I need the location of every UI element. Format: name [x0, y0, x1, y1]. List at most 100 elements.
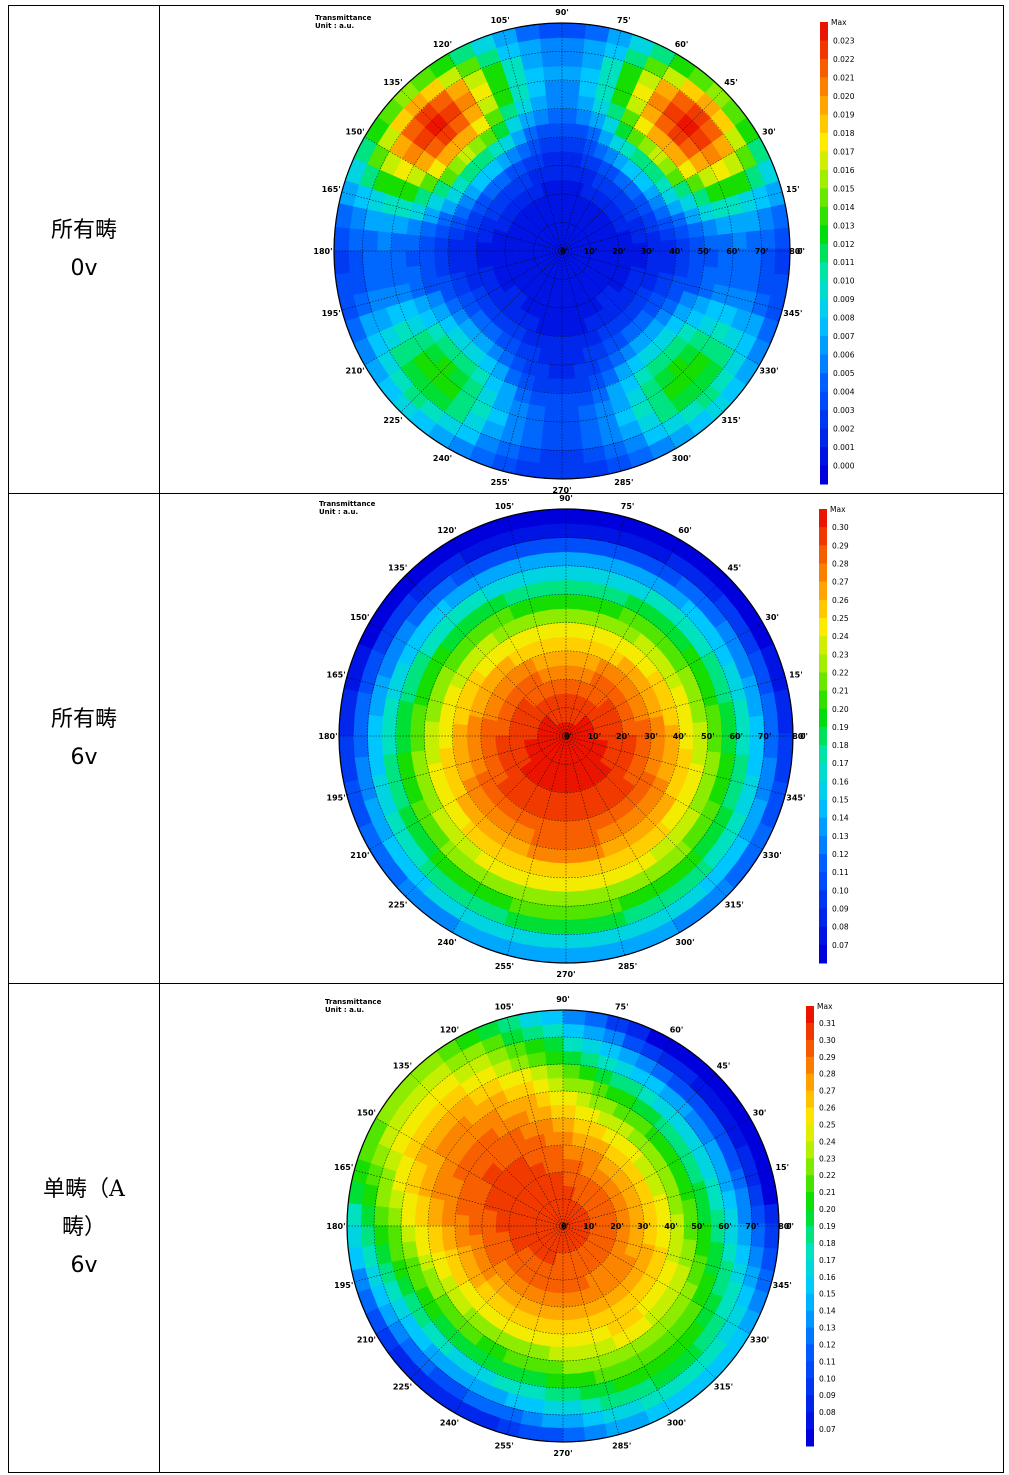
colorbar-segment	[820, 317, 828, 337]
colorbar-tick-label: 0.20	[819, 1205, 836, 1214]
colorbar-max-label: Max	[817, 1002, 833, 1011]
polar-spoke	[447, 250, 563, 449]
radial-label: 60'	[729, 732, 743, 741]
colorbar-segment	[806, 1056, 814, 1075]
heatmap-cell	[494, 728, 510, 738]
colorbar-segment	[819, 781, 827, 801]
heatmap-cell	[555, 1279, 565, 1294]
azimuth-label: 225'	[388, 900, 407, 909]
heatmap-cell	[552, 1306, 565, 1321]
azimuth-label: 180'	[313, 247, 332, 256]
colorbar-segment	[820, 428, 828, 448]
colorbar-segment	[820, 95, 828, 115]
heatmap-cell	[542, 420, 565, 437]
colorbar-tick-label: 0.023	[833, 36, 855, 45]
heatmap-cell	[554, 1292, 565, 1308]
colorbar-tick-label: 0.20	[832, 705, 849, 714]
colorbar-tick-label: 0.07	[832, 941, 849, 950]
heatmap-cell	[539, 449, 565, 466]
colorbar-tick-label: 0.28	[832, 559, 849, 568]
heatmap-cell	[561, 1158, 571, 1173]
colorbar-tick-label: 0.13	[819, 1324, 836, 1333]
heatmap-cell	[777, 733, 793, 761]
azimuth-label: 285'	[618, 962, 637, 971]
radial-label: 70'	[755, 247, 769, 256]
colorbar-segment	[819, 654, 827, 673]
colorbar-tick-label: 0.09	[832, 905, 849, 914]
colorbar-tick-label: 0.19	[832, 723, 849, 732]
azimuth-label: 135'	[388, 564, 407, 573]
colorbar-segment	[806, 1378, 814, 1396]
colorbar-tick-label: 0.013	[833, 221, 855, 230]
table-row: 所有畴 6v Transmittance Unit : a.u. 0' 15' 30' 4…	[8, 493, 1004, 984]
heatmap-cell	[339, 711, 355, 739]
colorbar-tick-label: 0.003	[833, 406, 855, 415]
colorbar-segment	[820, 169, 828, 189]
polar-spoke	[561, 89, 724, 252]
heatmap-cell	[508, 729, 525, 737]
heatmap-cell	[555, 820, 568, 836]
azimuth-label: 75'	[615, 1003, 629, 1012]
colorbar-segment	[819, 527, 827, 546]
heatmap-cell	[347, 1225, 363, 1252]
colorbar-tick-label: 0.002	[833, 425, 855, 434]
heatmap-cell	[395, 717, 412, 739]
heatmap-cell	[541, 947, 569, 963]
heatmap-cell	[559, 65, 582, 82]
table-row: 所有畴 0v Transmittance Unit : a.u. 0' 15' 30' 4…	[8, 5, 1004, 494]
azimuth-label: 15'	[775, 1163, 789, 1172]
colorbar-segment	[819, 799, 827, 819]
colorbar-segment	[820, 243, 828, 263]
heatmap-cell	[551, 1319, 565, 1335]
colorbar-segment	[820, 336, 828, 356]
heatmap-cell	[560, 122, 576, 138]
colorbar-tick-label: 0.07	[819, 1425, 836, 1434]
heatmap-cell	[544, 1386, 566, 1402]
colorbar-segment	[806, 1344, 814, 1362]
heatmap-cell	[495, 1218, 510, 1228]
heatmap-cell	[560, 1063, 581, 1079]
azimuth-label: 135'	[383, 78, 402, 87]
colorbar-tick-label: 0.29	[819, 1053, 836, 1062]
polar-spoke	[502, 30, 563, 252]
heatmap-cell	[562, 1426, 589, 1442]
heatmap-cell	[564, 664, 574, 680]
azimuth-label: 300'	[667, 1419, 686, 1428]
colorbar-tick-label: 0.22	[832, 668, 849, 677]
colorbar-tick-label: 0.006	[833, 351, 855, 360]
colorbar-tick-label: 0.019	[833, 110, 855, 119]
colorbar-tick-label: 0.09	[819, 1391, 836, 1400]
azimuth-label: 30'	[762, 128, 776, 137]
colorbar-segment	[820, 280, 828, 300]
row-label-line2: 6v	[70, 744, 98, 770]
colorbar-tick-label: 0.15	[819, 1290, 836, 1299]
chart-unit: Unit : a.u.	[315, 22, 354, 30]
colorbar-tick-label: 0.004	[833, 388, 855, 397]
comparison-table: 所有畴 0v Transmittance Unit : a.u. 0' 15' 30' 4…	[8, 5, 1004, 1473]
colorbar-segment	[820, 77, 828, 97]
colorbar-segment	[819, 636, 827, 655]
radial-label: 20'	[616, 732, 630, 741]
colorbar-tick-label: 0.21	[832, 687, 849, 696]
azimuth-label: 0'	[797, 247, 805, 256]
colorbar-max-label: Max	[830, 505, 846, 514]
plot-cell: Transmittance Unit : a.u. 0' 15' 30' 45' 60' 75…	[159, 983, 1004, 1473]
heatmap-cell	[549, 876, 568, 893]
heatmap-cell	[414, 1210, 430, 1228]
row-label-line2: 畴）	[61, 1215, 106, 1240]
heatmap-cell	[452, 723, 468, 738]
chart-title: Transmittance	[319, 500, 376, 508]
azimuth-label: 270'	[556, 970, 575, 979]
radial-label: 50'	[701, 732, 715, 741]
colorbar-segment	[819, 817, 827, 837]
colorbar-tick-label: 0.16	[832, 777, 849, 786]
row-label: 单畴（A 畴） 6v	[9, 1171, 159, 1285]
heatmap-cell	[387, 1207, 403, 1229]
radial-label: 50'	[691, 1222, 705, 1231]
azimuth-label: 150'	[350, 613, 369, 622]
heatmap-cell	[559, 79, 581, 96]
heatmap-cell	[545, 1373, 566, 1389]
row-label-line1: 所有畴	[50, 217, 117, 243]
colorbar-segment	[820, 354, 828, 374]
